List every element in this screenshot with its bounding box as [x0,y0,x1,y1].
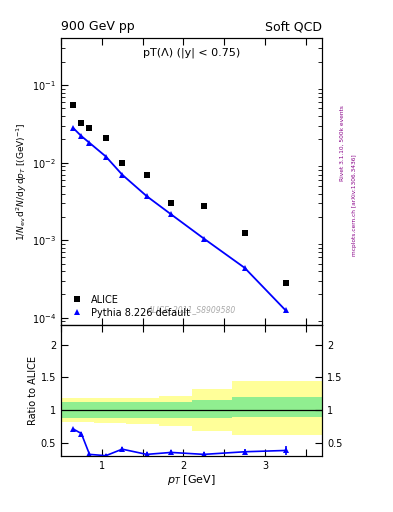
ALICE [283,280,288,286]
Pythia 8.226 default [71,125,75,131]
Line: ALICE: ALICE [70,102,289,287]
ALICE [169,200,174,206]
ALICE [103,135,108,141]
Pythia 8.226 default [283,307,288,313]
ALICE [87,125,92,131]
Text: 900 GeV pp: 900 GeV pp [61,20,134,33]
X-axis label: $p_T$ [GeV]: $p_T$ [GeV] [167,473,216,487]
Pythia 8.226 default [79,133,84,139]
ALICE [144,172,149,178]
ALICE [120,160,125,166]
Text: Soft QCD: Soft QCD [265,20,322,33]
Pythia 8.226 default [202,236,206,242]
Pythia 8.226 default [242,265,247,271]
Text: pT(Λ) (|y| < 0.75): pT(Λ) (|y| < 0.75) [143,47,240,57]
Text: mcplots.cern.ch [arXiv:1306.3436]: mcplots.cern.ch [arXiv:1306.3436] [352,154,357,255]
Line: Pythia 8.226 default: Pythia 8.226 default [70,125,288,313]
Pythia 8.226 default [103,154,108,160]
ALICE [79,120,84,126]
Legend: ALICE, Pythia 8.226 default: ALICE, Pythia 8.226 default [66,292,193,321]
Text: ALICE_2011_S8909580: ALICE_2011_S8909580 [147,305,236,314]
Y-axis label: Ratio to ALICE: Ratio to ALICE [28,356,38,425]
Pythia 8.226 default [120,172,125,178]
Pythia 8.226 default [87,140,92,146]
ALICE [202,202,206,208]
Text: Rivet 3.1.10, 500k events: Rivet 3.1.10, 500k events [340,105,345,181]
ALICE [71,102,75,109]
Y-axis label: $1/N_{\rm ev}\,{\rm d}^2N/{\rm d}y\,{\rm d}p_T\;[({\rm GeV})^{-1}]$: $1/N_{\rm ev}\,{\rm d}^2N/{\rm d}y\,{\rm… [15,122,29,241]
ALICE [242,229,247,236]
Pythia 8.226 default [169,211,174,218]
Pythia 8.226 default [144,193,149,199]
